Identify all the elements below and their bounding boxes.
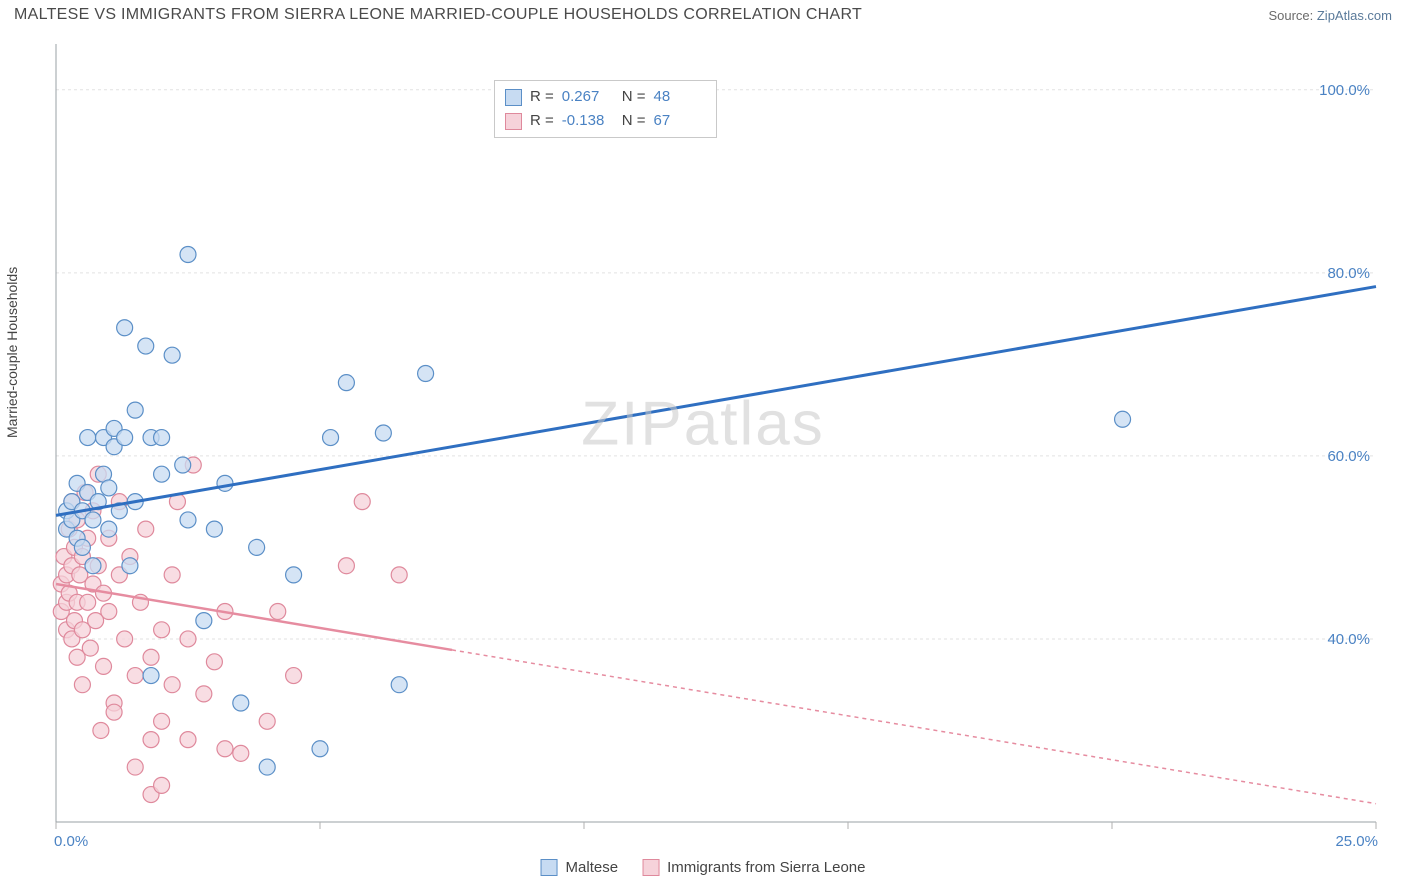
data-point <box>196 613 212 629</box>
legend-label: Immigrants from Sierra Leone <box>667 859 865 876</box>
legend-item-sierra-leone: Immigrants from Sierra Leone <box>642 859 865 876</box>
data-point <box>323 430 339 446</box>
data-point <box>375 425 391 441</box>
data-point <box>391 567 407 583</box>
legend-label: Maltese <box>566 859 619 876</box>
data-point <box>143 732 159 748</box>
data-point <box>85 558 101 574</box>
data-point <box>127 402 143 418</box>
legend-item-maltese: Maltese <box>541 859 619 876</box>
data-point <box>206 654 222 670</box>
data-point <box>391 677 407 693</box>
data-point <box>93 722 109 738</box>
stat-n-label: N = <box>622 85 646 109</box>
data-point <box>80 594 96 610</box>
data-point <box>338 558 354 574</box>
chart-title: MALTESE VS IMMIGRANTS FROM SIERRA LEONE … <box>14 6 862 24</box>
data-point <box>80 430 96 446</box>
data-point <box>233 695 249 711</box>
data-point <box>338 375 354 391</box>
swatch-pink-icon <box>505 113 522 130</box>
data-point <box>143 668 159 684</box>
y-axis-label: Married-couple Households <box>4 267 20 438</box>
data-point <box>249 539 265 555</box>
data-point <box>206 521 222 537</box>
data-point <box>154 466 170 482</box>
data-point <box>101 603 117 619</box>
data-point <box>154 622 170 638</box>
data-point <box>164 567 180 583</box>
data-point <box>312 741 328 757</box>
data-point <box>74 677 90 693</box>
data-point <box>217 475 233 491</box>
x-tick-label: 25.0% <box>1335 833 1378 848</box>
stats-row-sierra-leone: R = -0.138 N = 67 <box>505 109 706 133</box>
y-tick-label: 80.0% <box>1327 265 1370 282</box>
data-point <box>259 713 275 729</box>
y-tick-label: 40.0% <box>1327 631 1370 648</box>
data-point <box>122 558 138 574</box>
stat-r-label: R = <box>530 109 554 133</box>
data-point <box>154 430 170 446</box>
source-link[interactable]: ZipAtlas.com <box>1317 8 1392 23</box>
swatch-blue-icon <box>505 89 522 106</box>
y-tick-label: 60.0% <box>1327 448 1370 465</box>
regression-line <box>56 287 1376 516</box>
data-point <box>1115 411 1131 427</box>
stats-row-maltese: R = 0.267 N = 48 <box>505 85 706 109</box>
data-point <box>117 320 133 336</box>
regression-line-extrapolated <box>452 650 1376 804</box>
x-tick-label: 0.0% <box>54 833 88 848</box>
bottom-legend: Maltese Immigrants from Sierra Leone <box>541 859 866 876</box>
source-attribution: Source: ZipAtlas.com <box>1268 8 1392 23</box>
swatch-pink-icon <box>642 859 659 876</box>
data-point <box>180 732 196 748</box>
chart-area: Married-couple Households ZIPatlas 40.0%… <box>14 38 1392 878</box>
stat-r-value: -0.138 <box>562 109 614 133</box>
stat-n-value: 48 <box>654 85 706 109</box>
data-point <box>96 658 112 674</box>
data-point <box>82 640 98 656</box>
data-point <box>196 686 212 702</box>
stats-legend-box: R = 0.267 N = 48 R = -0.138 N = 67 <box>494 80 717 138</box>
data-point <box>233 745 249 761</box>
data-point <box>286 567 302 583</box>
data-point <box>286 668 302 684</box>
data-point <box>180 247 196 263</box>
data-point <box>138 338 154 354</box>
data-point <box>127 668 143 684</box>
data-point <box>418 366 434 382</box>
data-point <box>164 677 180 693</box>
stat-r-value: 0.267 <box>562 85 614 109</box>
data-point <box>164 347 180 363</box>
data-point <box>175 457 191 473</box>
data-point <box>127 759 143 775</box>
scatter-chart: 40.0% 60.0% 80.0% 100.0% 0.0% 25.0% <box>14 38 1392 848</box>
data-point <box>259 759 275 775</box>
data-point <box>217 741 233 757</box>
data-point <box>85 512 101 528</box>
data-point <box>154 713 170 729</box>
swatch-blue-icon <box>541 859 558 876</box>
stat-n-value: 67 <box>654 109 706 133</box>
data-point <box>101 480 117 496</box>
data-point <box>154 777 170 793</box>
data-point <box>117 631 133 647</box>
header: MALTESE VS IMMIGRANTS FROM SIERRA LEONE … <box>0 0 1406 30</box>
data-point <box>138 521 154 537</box>
source-prefix: Source: <box>1268 8 1316 23</box>
data-point <box>117 430 133 446</box>
stat-n-label: N = <box>622 109 646 133</box>
data-point <box>143 649 159 665</box>
data-point <box>180 631 196 647</box>
data-point <box>106 704 122 720</box>
data-point <box>101 521 117 537</box>
y-tick-label: 100.0% <box>1319 82 1370 99</box>
data-point <box>74 539 90 555</box>
stat-r-label: R = <box>530 85 554 109</box>
data-point <box>180 512 196 528</box>
data-point <box>354 494 370 510</box>
data-point <box>270 603 286 619</box>
